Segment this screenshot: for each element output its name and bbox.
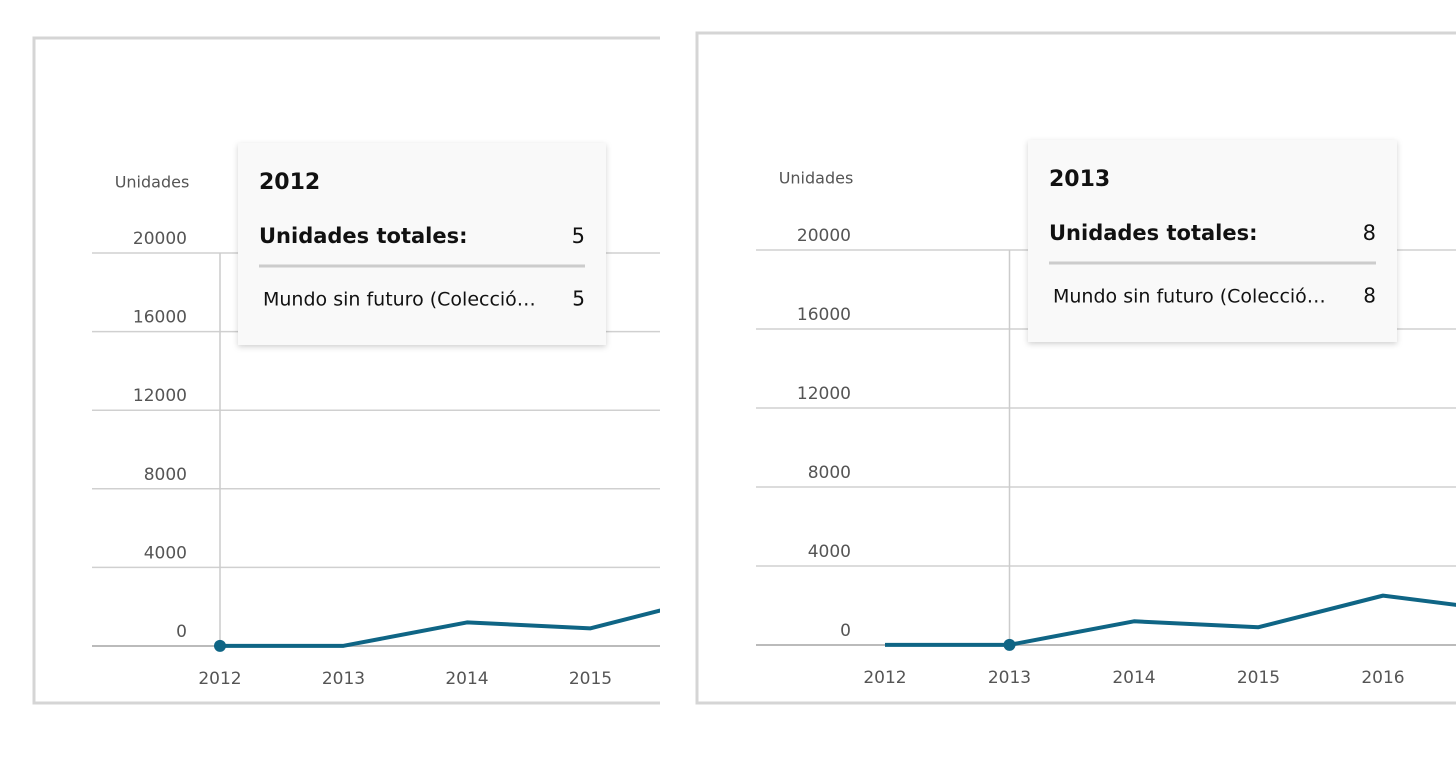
hover-point — [1003, 638, 1016, 651]
panel-border — [695, 31, 1456, 705]
y-tick-label: 20000 — [133, 229, 187, 249]
tooltip-title: 2012 — [259, 170, 320, 195]
tooltip-box — [238, 143, 606, 345]
x-tick-label: 2013 — [988, 668, 1031, 688]
tooltip-title: 2013 — [1049, 167, 1110, 192]
tooltip-total-value: 8 — [1363, 221, 1376, 245]
x-tick-label: 2013 — [322, 669, 365, 689]
y-tick-label: 8000 — [144, 465, 187, 485]
y-tick-label: 16000 — [797, 305, 851, 325]
x-tick-label: 2014 — [445, 669, 488, 689]
y-tick-label: 0 — [840, 621, 851, 641]
x-tick-label: 2014 — [1112, 668, 1155, 688]
tooltip-item-value: 5 — [572, 287, 585, 311]
tooltip: 2013 Unidades totales: 8 Mundo sin futuro (… — [1028, 140, 1397, 342]
tooltip-total-value: 5 — [572, 224, 585, 248]
tooltip-item-label: Mundo sin futuro (Colecció… — [1053, 286, 1326, 308]
x-tick-label: 2012 — [198, 669, 241, 689]
x-tick-label: 2012 — [863, 668, 906, 688]
y-tick-label: 16000 — [133, 308, 187, 328]
y-tick-label: 4000 — [144, 543, 187, 563]
x-tick-label: 2015 — [1237, 668, 1280, 688]
y-tick-label: 4000 — [808, 542, 851, 562]
y-tick-label: 20000 — [797, 226, 851, 246]
line-series — [219, 608, 660, 648]
chart-panel: Unidades 0 4000 8000 12000 16000 20000 2012 2013… — [695, 31, 1456, 705]
y-tick-label: 12000 — [133, 386, 187, 406]
x-tick-label: 2015 — [569, 669, 612, 689]
tooltip-total-label: Unidades totales: — [1049, 221, 1258, 245]
line-series — [884, 593, 1456, 647]
y-tick-label: 0 — [176, 622, 187, 642]
tooltip-item-label: Mundo sin futuro (Colecció… — [263, 289, 536, 311]
tooltip: 2012 Unidades totales: 5 Mundo sin futuro (… — [238, 143, 606, 345]
hover-point — [214, 639, 226, 652]
panel-border — [32, 36, 660, 705]
y-axis-label: Unidades — [115, 173, 190, 192]
tooltip-item-value: 8 — [1363, 284, 1376, 308]
y-tick-label: 8000 — [808, 463, 851, 483]
tooltip-box — [1028, 140, 1397, 342]
tooltip-total-label: Unidades totales: — [259, 224, 468, 248]
x-tick-label: 2016 — [1361, 668, 1404, 688]
y-tick-label: 12000 — [797, 384, 851, 404]
y-axis-label: Unidades — [779, 169, 854, 188]
chart-panel: Unidades 0 4000 8000 12000 16000 20000 2012 2013… — [32, 36, 660, 705]
